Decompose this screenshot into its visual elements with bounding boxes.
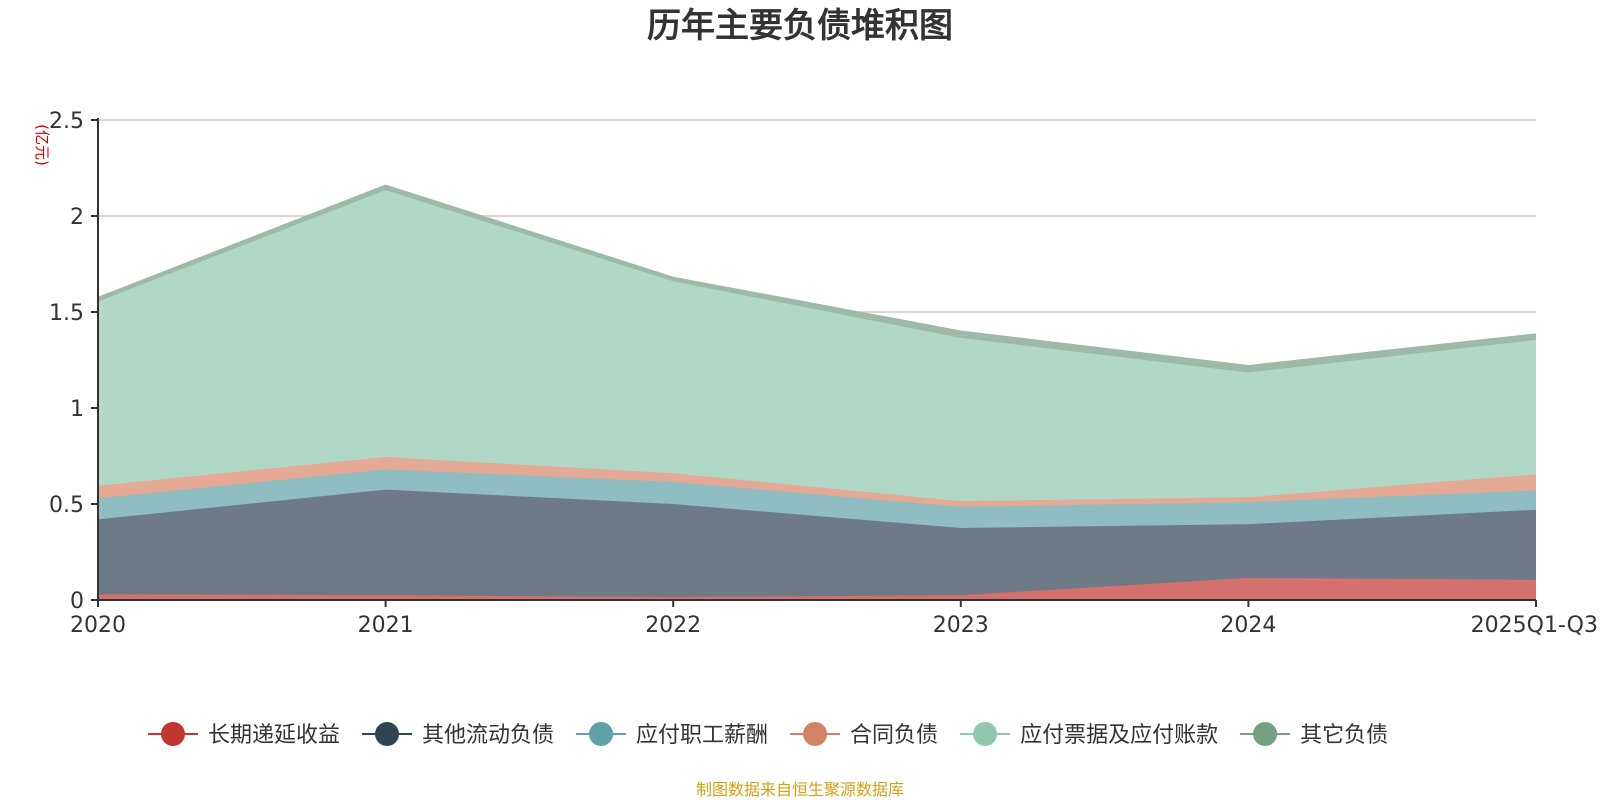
legend-item-2[interactable]: 其他流动负债 <box>362 722 554 748</box>
y-tick-label: 2 <box>70 205 84 230</box>
data-source-note: 制图数据来自恒生聚源数据库 <box>696 780 904 799</box>
legend-marker <box>589 722 614 746</box>
axes: 0 0.5 1 1.5 2 2.5 2020 2021 2022 2023 2024 2025Q1-Q… <box>49 109 1598 638</box>
x-tick-label: 2020 <box>70 613 126 638</box>
legend-label: 应付票据及应付账款 <box>1020 723 1218 748</box>
legend-label: 长期递延收益 <box>208 723 340 748</box>
legend-label: 其他流动负债 <box>422 723 554 748</box>
legend-label: 其它负债 <box>1300 723 1388 748</box>
area-6 <box>98 185 1536 373</box>
area-edge-4 <box>97 456 1537 502</box>
area-1 <box>98 577 1536 600</box>
x-tick-label: 2023 <box>933 613 989 638</box>
y-axis-unit: (亿元) <box>33 124 51 166</box>
area-4 <box>98 456 1536 507</box>
y-tick-label: 1 <box>70 397 84 422</box>
legend-marker <box>803 722 828 746</box>
y-tick-label: 0 <box>70 589 84 614</box>
legend-label: 合同负债 <box>850 723 938 748</box>
area-edge-6 <box>97 184 1537 367</box>
y-tick-label: 2.5 <box>49 109 84 134</box>
legend-label: 应付职工薪酬 <box>636 723 768 748</box>
legend-item-6[interactable]: 其它负债 <box>1240 722 1388 748</box>
legend-marker <box>161 722 185 746</box>
legend-marker <box>375 722 400 746</box>
chart-title: 历年主要负债堆积图 <box>647 6 953 46</box>
y-tick-label: 0.5 <box>49 493 84 518</box>
y-tick-label: 1.5 <box>49 301 84 326</box>
legend-item-3[interactable]: 应付职工薪酬 <box>576 722 768 748</box>
legend-item-5[interactable]: 应付票据及应付账款 <box>960 722 1218 748</box>
area-series <box>97 184 1537 600</box>
legend[interactable]: 长期递延收益 其他流动负债 应付职工薪酬 合同负债 应付票据及应付账款 其它负债 <box>148 722 1388 748</box>
x-tick-label: 2022 <box>645 613 701 638</box>
legend-marker <box>1253 722 1278 746</box>
legend-marker <box>973 722 998 746</box>
area-2 <box>98 489 1536 598</box>
legend-item-1[interactable]: 长期递延收益 <box>148 722 340 748</box>
area-5 <box>98 190 1536 502</box>
legend-item-4[interactable]: 合同负债 <box>790 722 938 748</box>
x-tick-label: 2024 <box>1220 613 1276 638</box>
area-3 <box>98 469 1536 528</box>
x-tick-label: 2025Q1-Q3 <box>1471 613 1598 638</box>
x-tick-label: 2021 <box>358 613 414 638</box>
